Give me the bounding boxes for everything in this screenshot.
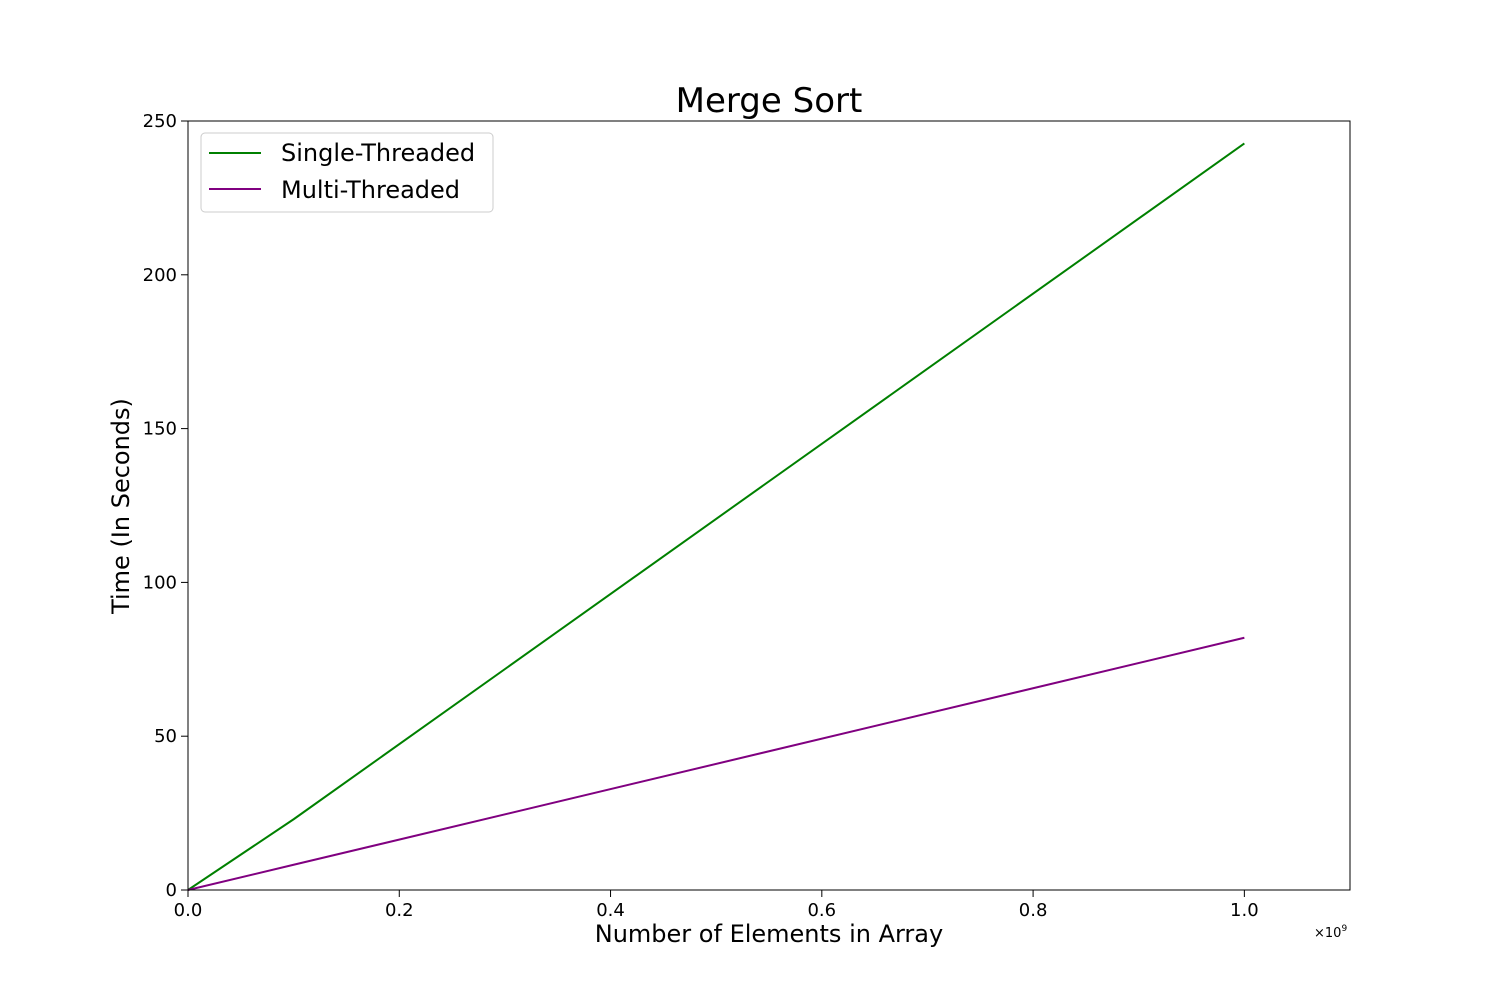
y-tick-label-2: 100 — [143, 572, 177, 593]
x-tick-label-5: 1.0 — [1230, 900, 1259, 921]
chart-title: Merge Sort — [676, 81, 863, 121]
y-tick-label-4: 200 — [143, 265, 177, 286]
x-axis-multiplier-base: ×10 — [1314, 926, 1341, 941]
y-tick-label-1: 50 — [154, 726, 177, 747]
y-tick-label-0: 0 — [166, 880, 177, 901]
y-tick-label-5: 250 — [143, 111, 177, 132]
x-axis-multiplier: ×109 — [1314, 924, 1347, 941]
y-tick-label-3: 150 — [143, 419, 177, 440]
y-axis: 0 50 100 150 200 250 — [143, 111, 188, 901]
x-tick-label-2: 0.4 — [596, 900, 625, 921]
legend-label-multi-threaded: Multi-Threaded — [281, 176, 460, 204]
legend-box — [200, 132, 494, 213]
legend-label-single-threaded: Single-Threaded — [281, 139, 475, 167]
series-line-single-threaded — [187, 142, 1245, 891]
series-line-multi-threaded — [187, 636, 1245, 891]
series-layer — [187, 142, 1245, 891]
x-tick-label-3: 0.6 — [807, 900, 836, 921]
legend: Single-Threaded Multi-Threaded — [200, 132, 494, 213]
x-tick-label-4: 0.8 — [1019, 900, 1048, 921]
x-tick-label-1: 0.2 — [385, 900, 414, 921]
plot-background — [188, 121, 1350, 890]
x-axis-label: Number of Elements in Array — [595, 920, 943, 948]
y-axis-label: Time (In Seconds) — [107, 398, 135, 615]
x-tick-label-0: 0.0 — [174, 900, 203, 921]
x-axis-multiplier-exponent: 9 — [1341, 924, 1347, 934]
plot-frame — [187, 120, 1351, 891]
plot-area — [187, 120, 1351, 891]
x-axis: 0.0 0.2 0.4 0.6 0.8 1.0 — [174, 890, 1259, 921]
